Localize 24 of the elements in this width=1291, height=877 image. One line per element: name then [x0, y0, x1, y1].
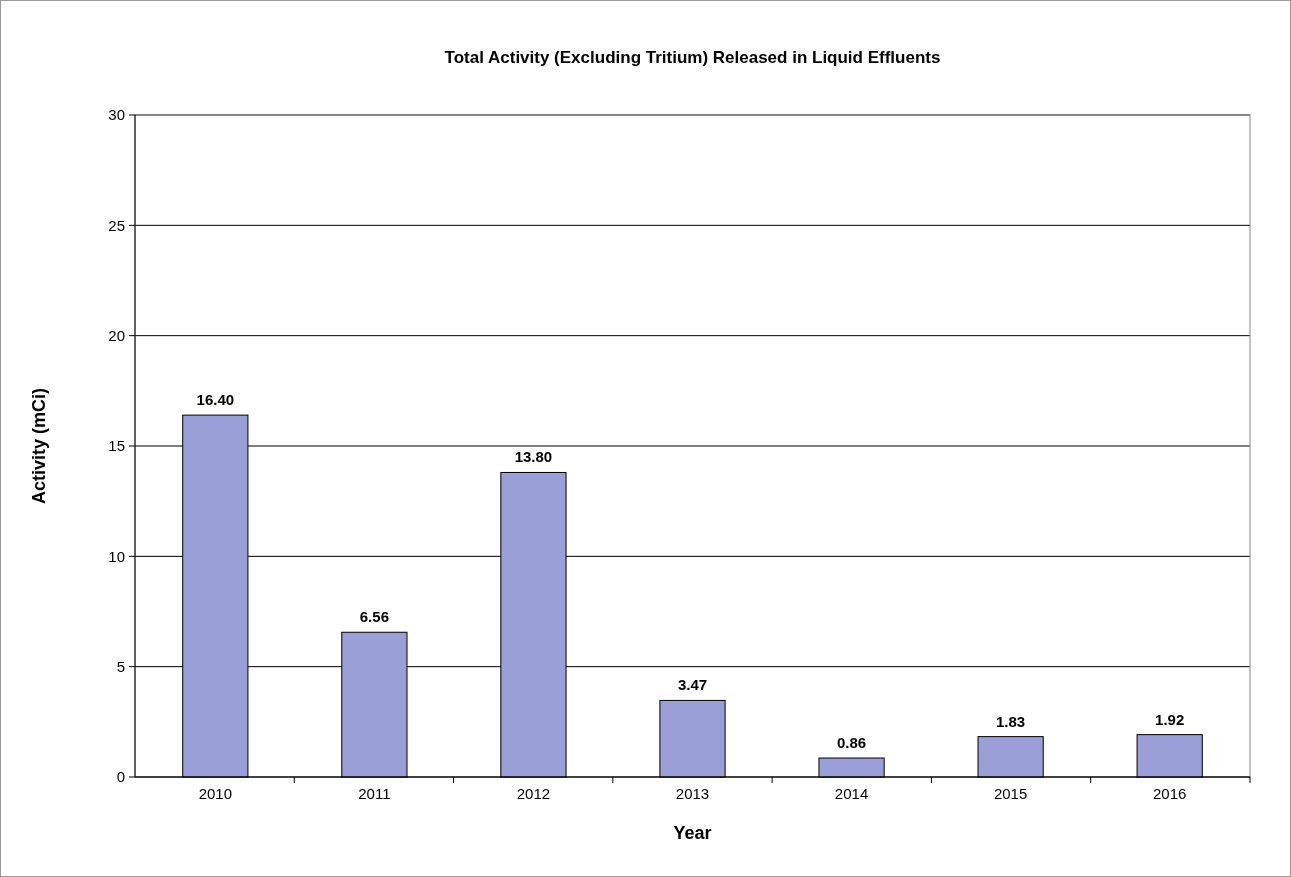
chart-title: Total Activity (Excluding Tritium) Released in Liquid Effluents	[444, 48, 941, 67]
x-tick-label: 2012	[516, 785, 551, 802]
y-axis-title: Activity (mCi)	[29, 387, 49, 505]
y-tick-label: 20	[108, 326, 125, 344]
y-tick-label: 15	[108, 437, 125, 455]
data-label: 13.80	[514, 448, 553, 466]
x-tick-label: 2014	[834, 785, 869, 802]
x-tick-label: 2015	[993, 785, 1028, 802]
y-tick-label: 5	[116, 657, 125, 675]
data-label: 0.86	[836, 734, 867, 752]
y-tick-label: 25	[108, 216, 125, 234]
data-label: 6.56	[359, 608, 389, 626]
x-tick-label: 2011	[358, 785, 391, 802]
x-tick-label: 2010	[198, 785, 233, 802]
y-tick-label: 0	[116, 768, 125, 786]
data-label: 16.40	[196, 391, 235, 409]
x-tick-label: 2013	[675, 785, 710, 802]
x-axis-title: Year	[673, 823, 712, 843]
x-tick-label: 2016	[1152, 785, 1187, 802]
y-tick-label: 10	[108, 547, 125, 565]
data-label: 3.47	[677, 676, 708, 694]
data-label: 1.83	[996, 712, 1026, 730]
y-tick-label: 30	[108, 106, 125, 124]
data-label: 1.92	[1155, 710, 1185, 728]
